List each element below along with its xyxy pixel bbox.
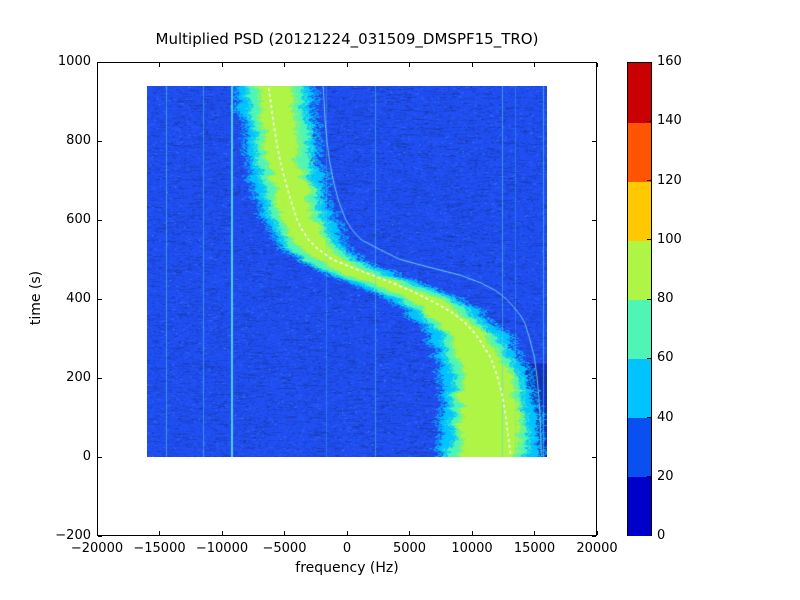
colorbar-segment (628, 417, 651, 477)
colorbar-tick-label: 20 (657, 468, 674, 484)
colorbar-tick-label: 80 (657, 291, 674, 306)
x-tick (159, 531, 160, 535)
y-tick-label: 800 (66, 133, 91, 148)
y-tick (98, 219, 102, 221)
colorbar-segment (628, 358, 651, 418)
x-tick (596, 531, 598, 535)
x-tick (409, 63, 410, 67)
colorbar-tick (647, 180, 651, 181)
x-tick-label: 10000 (451, 541, 493, 556)
colorbar-tick (647, 239, 651, 241)
x-tick (534, 531, 535, 535)
colorbar-tick (647, 120, 651, 122)
x-tick (534, 63, 535, 67)
y-tick (98, 377, 102, 379)
colorbar-segment (628, 181, 651, 241)
x-tick-label: 15000 (513, 541, 556, 556)
colorbar-tick-label: 0 (657, 528, 666, 543)
x-tick-label: −5000 (262, 541, 307, 556)
colorbar-tick (647, 298, 651, 300)
y-tick (98, 61, 102, 63)
y-tick (592, 535, 596, 537)
x-tick-label: 0 (342, 541, 352, 556)
x-tick (221, 531, 223, 535)
y-tick-label: −200 (55, 528, 91, 543)
x-tick (159, 63, 160, 67)
y-tick (98, 535, 102, 537)
colorbar-segment (628, 122, 651, 182)
y-tick-label: 200 (66, 370, 91, 385)
y-tick (98, 298, 102, 300)
colorbar-segment (628, 240, 651, 300)
x-tick (346, 63, 348, 67)
x-tick (471, 63, 473, 67)
colorbar-tick-label: 120 (657, 172, 682, 188)
y-tick (592, 219, 596, 221)
x-tick (284, 531, 285, 535)
colorbar-tick-label: 140 (657, 113, 682, 129)
x-tick (284, 63, 285, 67)
x-tick (346, 531, 348, 535)
y-tick (592, 377, 596, 379)
y-tick-label: 400 (66, 291, 91, 306)
x-tick (596, 63, 598, 67)
x-tick-label: −20000 (70, 541, 124, 556)
x-tick-label: 20000 (576, 541, 618, 556)
colorbar-tick (647, 476, 651, 478)
colorbar-tick (647, 357, 651, 359)
x-tick (409, 531, 410, 535)
y-tick (98, 456, 102, 458)
plot-title: Multiplied PSD (20121224_031509_DMSPF15_… (155, 30, 539, 48)
x-tick-label: −15000 (133, 541, 186, 556)
y-tick (592, 456, 596, 458)
colorbar-tick-label: 160 (657, 54, 682, 69)
colorbar-tick-label: 100 (657, 231, 682, 247)
colorbar-tick-label: 60 (657, 350, 674, 366)
y-tick-label: 0 (82, 449, 91, 464)
colorbar-segment (628, 476, 651, 536)
colorbar-segment (628, 63, 651, 123)
colorbar (627, 62, 652, 536)
y-tick (98, 140, 102, 142)
heatmap-canvas (147, 86, 547, 457)
colorbar-tick-label: 40 (657, 409, 674, 425)
y-tick (592, 140, 596, 142)
y-tick (592, 61, 596, 63)
x-tick-label: 5000 (392, 541, 427, 556)
x-tick (221, 63, 223, 67)
x-tick-label: −10000 (195, 541, 249, 556)
colorbar-tick (647, 417, 651, 418)
x-axis-label: frequency (Hz) (295, 560, 399, 576)
y-tick-label: 600 (66, 212, 91, 227)
y-tick-label: 1000 (57, 54, 91, 69)
colorbar-segment (628, 299, 651, 359)
x-tick (96, 63, 98, 67)
y-tick (592, 298, 596, 300)
x-tick (471, 531, 473, 535)
x-tick (96, 531, 98, 535)
